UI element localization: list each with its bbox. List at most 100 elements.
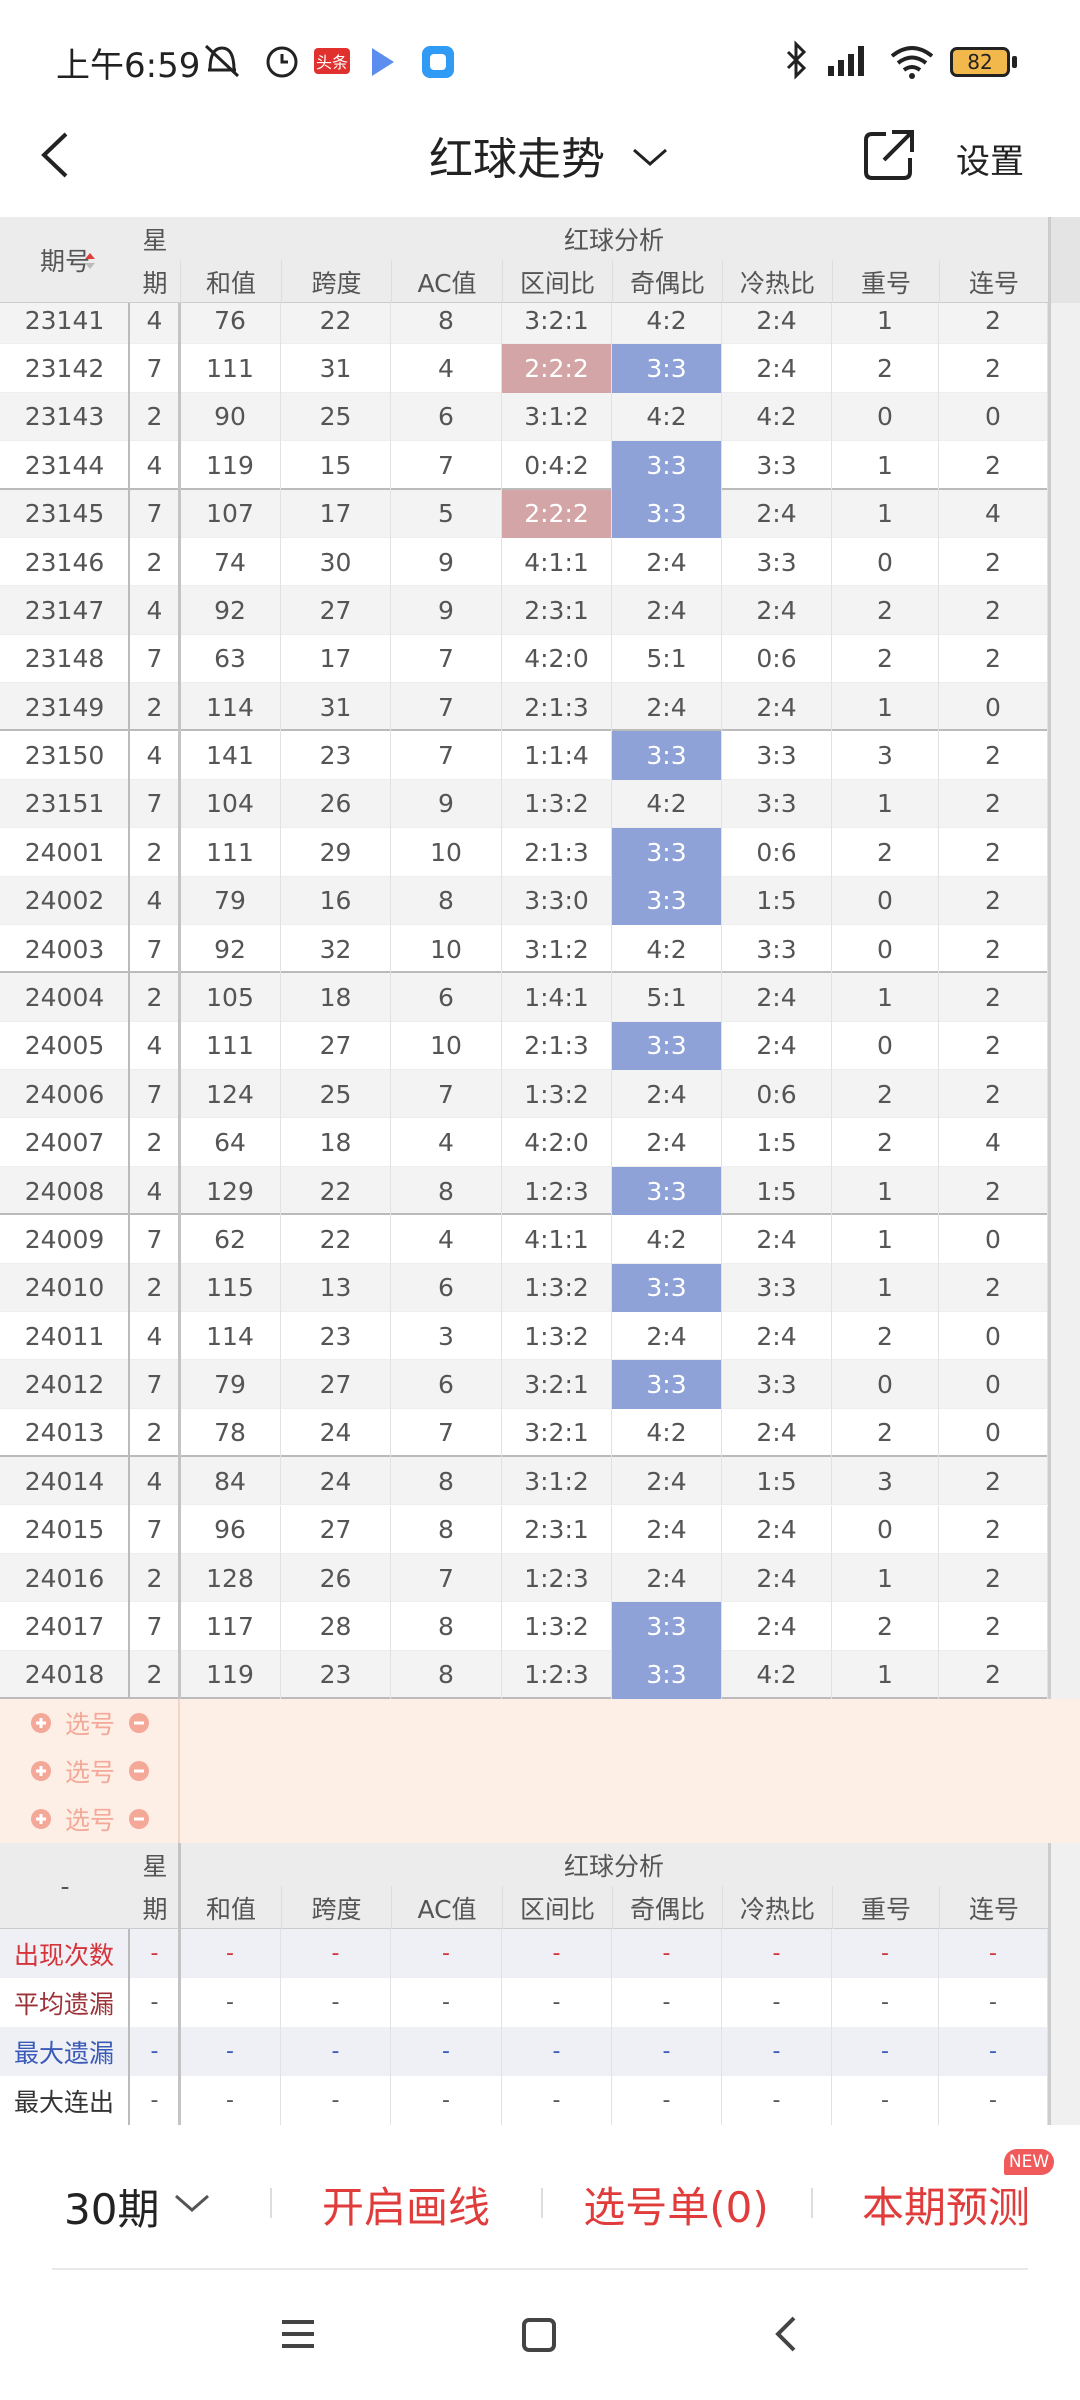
table-cell: 4:2:0	[502, 634, 612, 684]
table-cell: 23142	[0, 344, 130, 393]
table-cell: 24012	[0, 1360, 130, 1409]
remove-pick[interactable]	[128, 1712, 150, 1734]
nav-menu[interactable]	[282, 2320, 314, 2348]
table-row	[0, 1457, 1048, 1506]
table-cell: 2	[832, 1602, 939, 1651]
table-row	[0, 876, 1048, 925]
table-cell: 1:5	[722, 876, 832, 925]
table-cell: 3:3	[722, 731, 832, 780]
nav-home[interactable]	[522, 2318, 556, 2352]
table-cell: 2:4	[612, 683, 722, 732]
add-pick[interactable]	[30, 1760, 52, 1782]
stats-cell: -	[130, 1929, 180, 1978]
stats-cell: -	[130, 2076, 180, 2125]
period-selector[interactable]: 30期	[64, 2185, 160, 2234]
share-button[interactable]	[862, 128, 916, 182]
table-cell: 24016	[0, 1553, 130, 1603]
table-cell: 3:3	[722, 779, 832, 829]
table-cell: 0	[832, 1360, 939, 1409]
separator	[270, 2188, 272, 2218]
nav-back[interactable]	[775, 2316, 796, 2352]
table-cell: 84	[180, 1457, 281, 1506]
pick-label[interactable]: 选号	[64, 1758, 115, 1787]
status-icons-apps	[372, 46, 454, 78]
table-row	[0, 683, 1048, 732]
pick-row[interactable]: 选号	[30, 1699, 150, 1747]
sort-icon[interactable]	[84, 251, 96, 271]
table-cell: 9	[391, 779, 502, 829]
table-cell: 1:2:3	[502, 1166, 612, 1216]
table-cell: 114	[180, 1311, 281, 1361]
table-cell: 4	[130, 731, 180, 780]
table-cell: 24017	[0, 1602, 130, 1651]
table-cell: 17	[281, 634, 391, 684]
table-cell: 2	[832, 1311, 939, 1361]
table-cell: 7	[130, 344, 180, 393]
stats-cell: -	[281, 1929, 391, 1978]
table-cell: 2:4	[722, 1505, 832, 1554]
table-cell: 1:2:3	[502, 1650, 612, 1699]
stats-row	[0, 1978, 1048, 2027]
table-cell: 0	[939, 683, 1048, 732]
column-header[interactable]: 期号	[39, 247, 90, 276]
table-cell: 2:4	[722, 1408, 832, 1458]
pick-label[interactable]: 选号	[64, 1806, 115, 1835]
table-row	[0, 973, 1048, 1022]
table-cell: 7	[391, 1408, 502, 1458]
table-cell: 24015	[0, 1505, 130, 1554]
new-badge: NEW	[1004, 2149, 1054, 2175]
table-cell: 63	[180, 634, 281, 684]
period-dropdown[interactable]	[172, 2192, 212, 2216]
column-header: 和值	[180, 1886, 281, 1929]
forecast-button[interactable]: 本期预测	[861, 2182, 1030, 2232]
table-row	[0, 828, 1048, 877]
add-pick[interactable]	[30, 1808, 52, 1830]
draw-lines-button[interactable]: 开启画线	[321, 2182, 490, 2232]
back-button[interactable]	[36, 130, 76, 180]
table-cell: 4	[130, 441, 180, 490]
page-title[interactable]: 红球走势	[429, 134, 605, 185]
remove-pick[interactable]	[128, 1760, 150, 1782]
status-time: 上午6:59	[56, 46, 201, 86]
table-cell: 2	[832, 828, 939, 877]
table-cell: 31	[281, 344, 391, 393]
table-cell: 1:3:2	[502, 1602, 612, 1651]
table-cell: 18	[281, 973, 391, 1022]
table-cell: 2:4	[722, 1553, 832, 1603]
remove-pick[interactable]	[128, 1808, 150, 1830]
pick-row[interactable]: 选号	[30, 1747, 150, 1795]
table-cell: 2	[939, 1070, 1048, 1119]
table-row	[0, 1166, 1048, 1216]
table-cell: 9	[391, 537, 502, 587]
table-cell: 24018	[0, 1650, 130, 1699]
column-header: 连号	[939, 260, 1048, 303]
table-cell: 27	[281, 1360, 391, 1409]
table-cell: 3:3	[612, 1360, 722, 1409]
table-cell: 3:3	[722, 441, 832, 490]
pick-list-button[interactable]: 选号单(0)	[583, 2182, 769, 2232]
stats-cell: -	[130, 1978, 180, 2027]
table-cell: 10	[391, 924, 502, 974]
stats-cell: -	[281, 2076, 391, 2125]
table-cell: 111	[180, 344, 281, 393]
pick-label[interactable]: 选号	[64, 1710, 115, 1739]
table-cell: 2	[939, 344, 1048, 393]
settings-button[interactable]: 设置	[956, 142, 1024, 182]
table-cell: 1:5	[722, 1118, 832, 1167]
table-row	[0, 634, 1048, 684]
table-cell: 2:1:3	[502, 828, 612, 877]
table-cell: 2	[939, 303, 1048, 345]
add-pick[interactable]	[30, 1712, 52, 1734]
table-cell: 1	[832, 973, 939, 1022]
table-cell: 8	[391, 1650, 502, 1699]
column-header: 星	[142, 1851, 168, 1881]
pick-row[interactable]: 选号	[30, 1795, 150, 1843]
table-cell: 7	[391, 441, 502, 490]
table-cell: 7	[391, 683, 502, 732]
stats-label: 最大连出	[0, 2076, 130, 2125]
table-cell: 0:6	[722, 828, 832, 877]
stats-cell: -	[722, 2076, 832, 2125]
title-dropdown[interactable]	[630, 146, 670, 170]
table-cell: 2	[130, 828, 180, 877]
